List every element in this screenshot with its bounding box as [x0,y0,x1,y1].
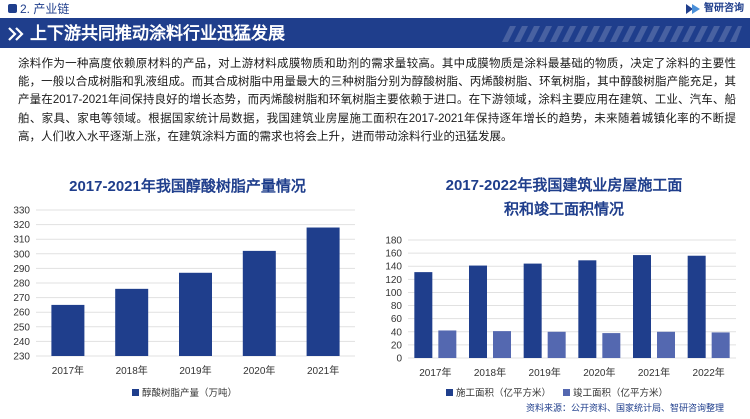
top-rule [0,18,750,20]
bar-primary [179,272,212,356]
y-tick-label: 260 [13,308,30,319]
chart-construction-svg: 0 20 40 60 80 100 120 140 160 180 2017年 2018年 2019年 2… [385,236,736,399]
y-tick-label: 100 [385,288,402,299]
double-chevron-right-icon [8,27,24,41]
x-tick-label: 2020年 [583,366,615,379]
y-tick-label: 310 [13,235,30,246]
legend-swatch [132,389,139,396]
bar-secondary [711,332,730,358]
chart-alkyd-output: 230 240 250 260 270 280 290 300 310 320 330 2017年 20… [0,198,375,401]
y-tick-label: 270 [13,293,30,304]
y-tick-label: 20 [391,340,403,351]
source-note: 资料来源：公开资料、国家统计局、智研咨询整理 [525,403,724,413]
legend-label: 醇酸树脂产量（万吨） [142,387,237,399]
chart-title-construction: 2017-2022年我国建筑业房屋施工面 积和竣工面积情况 [378,174,750,222]
x-tick-label: 2019年 [529,366,561,379]
x-tick-label: 2022年 [693,366,725,379]
x-tick-label: 2018年 [474,366,506,379]
top-bar: 2. 产业链 智研咨询 [0,0,750,20]
square-bullet-icon [8,4,17,13]
chart-alkyd-svg: 230 240 250 260 270 280 290 300 310 320 330 2017年 20… [13,206,355,399]
y-tick-label: 160 [385,249,402,260]
bar-primary [306,227,340,356]
legend-swatch [563,389,570,396]
y-tick-label: 290 [13,264,30,275]
bar-primary [578,260,597,358]
y-tick-label: 250 [13,322,30,333]
banner-stripes [502,26,742,42]
y-tick-label: 320 [13,220,30,231]
chart-title-line-1: 2017-2022年我国建筑业房屋施工面 [445,177,683,194]
bar-primary [633,255,651,358]
y-tick-label: 40 [391,327,403,338]
body-paragraph: 涂料作为一种高度依赖原材料的产品，对上游材料成膜物质和助剂的需求量较高。其中成膜… [18,58,736,143]
brand-name: 智研咨询 [704,3,744,14]
bar-primary [115,288,149,356]
x-tick-label: 2021年 [307,364,339,377]
x-tick-label: 2017年 [52,364,84,377]
bar-secondary [547,331,566,358]
brand: 智研咨询 [685,2,744,16]
bar-secondary [657,331,675,358]
y-tick-label: 180 [385,236,402,247]
y-tick-label: 230 [13,352,30,363]
y-tick-label: 330 [13,206,30,217]
bar-primary [51,304,85,356]
bar-primary [414,272,433,358]
y-tick-label: 60 [391,314,403,325]
bar-secondary [493,331,511,358]
y-tick-label: 280 [13,279,30,290]
bar-primary [242,250,276,356]
chart-title-alkyd: 2017-2021年我国醇酸树脂产量情况 [69,178,306,195]
x-tick-label: 2019年 [179,364,211,377]
bar-secondary [438,330,457,358]
y-tick-label: 120 [385,275,402,286]
chart-construction-area: 0 20 40 60 80 100 120 140 160 180 2017年 2018年 2019年 2… [378,228,750,401]
bar-primary [687,255,706,358]
x-tick-label: 2018年 [116,364,148,377]
y-tick-label: 0 [396,354,402,365]
x-tick-label: 2021年 [638,366,670,379]
y-tick-label: 80 [391,301,403,312]
legend-swatch [446,389,453,396]
x-tick-label: 2017年 [419,366,451,379]
title-banner: 上下游共同推动涂料行业迅猛发展 [0,20,750,48]
chart-title-line-2: 积和竣工面积情况 [503,201,624,218]
y-tick-label: 140 [385,262,402,273]
legend-label: 施工面积（亿平方米） [456,387,551,399]
y-tick-label: 300 [13,249,30,260]
bar-primary [523,263,542,358]
bar-secondary [602,333,621,358]
banner-title: 上下游共同推动涂料行业迅猛发展 [30,24,285,43]
bar-primary [469,265,487,358]
zhiyan-logo-icon [686,4,700,14]
x-tick-label: 2020年 [243,364,275,377]
section-label: 2. 产业链 [20,2,70,16]
y-tick-label: 240 [13,337,30,348]
legend-label: 竣工面积（亿平方米） [573,387,668,399]
